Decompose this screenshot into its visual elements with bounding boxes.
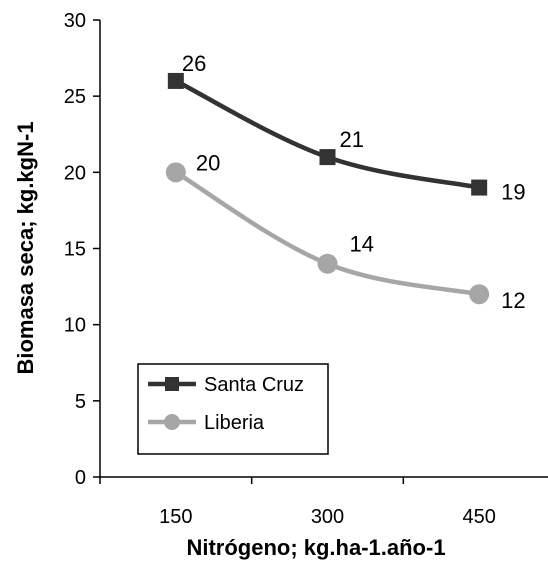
series-layer xyxy=(165,72,490,305)
y-ticks: 0 5 10 15 20 25 30 xyxy=(64,10,100,489)
legend-label: Santa Cruz xyxy=(204,374,304,396)
series-line-0 xyxy=(174,78,480,190)
data-point xyxy=(471,179,488,196)
data-label: 21 xyxy=(340,127,364,152)
y-tick-label: 0 xyxy=(75,467,86,489)
data-label: 14 xyxy=(350,232,374,257)
data-point xyxy=(469,284,490,305)
x-axis-title: Nitrógeno; kg.ha-1.año-1 xyxy=(186,535,445,560)
data-label: 26 xyxy=(182,51,206,76)
data-label: 12 xyxy=(501,288,525,313)
legend-label: Liberia xyxy=(204,412,265,434)
legend-swatch-marker xyxy=(165,377,179,391)
data-label: 19 xyxy=(501,180,525,205)
data-labels: 26 21 19 20 14 12 xyxy=(182,51,526,313)
data-point xyxy=(319,149,336,166)
x-tick-label: 300 xyxy=(311,506,344,528)
y-tick-label: 25 xyxy=(64,86,86,108)
x-ticks: 150 300 450 xyxy=(99,477,496,528)
x-tick-label: 450 xyxy=(462,506,495,528)
y-axis-title: Biomasa seca; kg.kgN-1 xyxy=(13,121,38,374)
y-tick-label: 15 xyxy=(64,239,86,261)
legend: Santa Cruz Liberia xyxy=(137,363,329,455)
y-tick-label: 10 xyxy=(64,315,86,337)
legend-swatch-marker xyxy=(164,414,180,430)
data-point xyxy=(317,253,338,274)
x-tick-label: 150 xyxy=(159,506,192,528)
data-point xyxy=(167,72,184,89)
series-line-1 xyxy=(174,170,480,297)
y-tick-label: 30 xyxy=(64,10,86,32)
y-tick-label: 20 xyxy=(64,162,86,184)
y-tick-label: 5 xyxy=(75,391,86,413)
data-label: 20 xyxy=(196,150,220,175)
data-point xyxy=(165,162,186,183)
